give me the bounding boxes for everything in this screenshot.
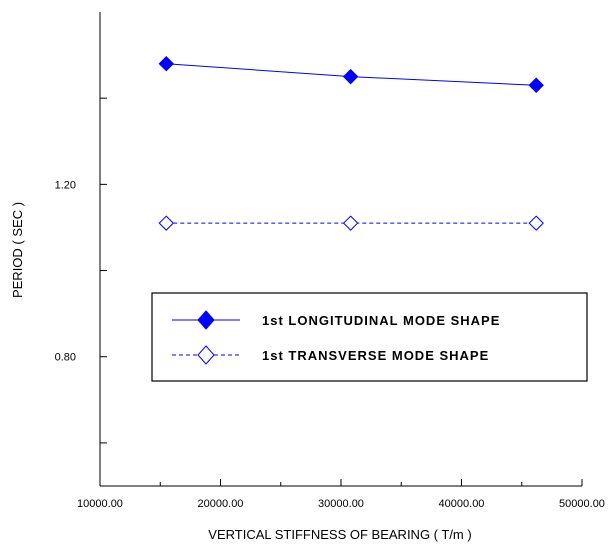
legend: 1st LONGITUDINAL MODE SHAPE 1st TRANSVER… (151, 292, 588, 382)
legend-label-longitudinal: 1st LONGITUDINAL MODE SHAPE (262, 313, 500, 328)
data-point (342, 215, 359, 231)
y-tick-label: 1.20 (55, 179, 76, 191)
x-tick-labels: 10000.00 20000.00 30000.00 40000.00 50000.00 (77, 498, 605, 510)
data-point (158, 56, 174, 72)
legend-box (151, 292, 588, 382)
x-tick-label: 10000.00 (77, 498, 123, 510)
legend-marker-longitudinal (197, 310, 215, 330)
y-tick-labels: 0.80 1.20 (55, 179, 76, 363)
y-ticks (100, 97, 107, 444)
series-layer (158, 56, 544, 231)
series-transverse (158, 215, 544, 231)
data-point (342, 68, 359, 85)
x-tick-label: 30000.00 (318, 498, 364, 510)
x-tick-label: 50000.00 (559, 498, 605, 510)
data-point (158, 215, 174, 231)
data-point (528, 215, 544, 231)
x-axis-title: VERTICAL STIFFNESS OF BEARING ( T/m ) (208, 527, 471, 542)
series-longitudinal (158, 56, 544, 93)
y-axis-title: PERIOD ( SEC ) (10, 202, 25, 298)
legend-label-transverse: 1st TRANSVERSE MODE SHAPE (262, 348, 489, 363)
x-ticks (99, 479, 583, 486)
x-tick-label: 20000.00 (198, 498, 244, 510)
x-tick-label: 40000.00 (439, 498, 485, 510)
data-point (528, 77, 544, 93)
axes (99, 12, 582, 487)
legend-marker-transverse (197, 345, 215, 365)
y-tick-label: 0.80 (55, 352, 76, 364)
